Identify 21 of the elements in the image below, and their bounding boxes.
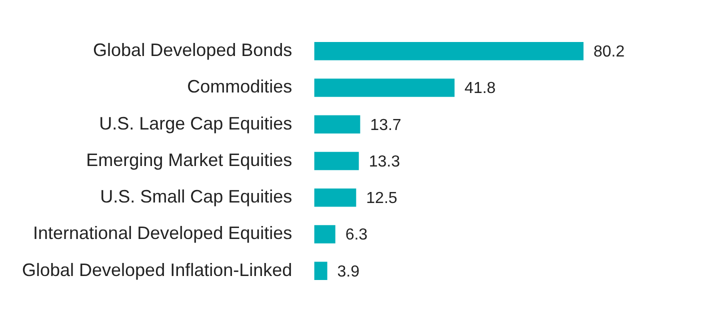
bar: [314, 225, 336, 244]
bar: [314, 115, 360, 134]
bar: [314, 188, 356, 207]
y-tick-label: Commodities: [187, 76, 292, 97]
bar: [314, 152, 359, 170]
data-label: 6.3: [345, 226, 368, 244]
y-tick-label: Global Developed Inflation-Linked: [22, 260, 292, 280]
bar: [314, 262, 328, 280]
bar: [314, 42, 584, 60]
y-tick-label: U.S. Large Cap Equities: [99, 113, 292, 134]
y-tick-label: Emerging Market Equities: [86, 150, 292, 170]
data-label: 13.7: [370, 116, 402, 134]
data-label: 13.3: [368, 153, 400, 170]
bar: [314, 78, 455, 97]
data-label: 80.2: [594, 44, 625, 61]
y-tick-label: International Developed Equities: [33, 223, 292, 244]
y-tick-label: U.S. Small Cap Equities: [100, 186, 292, 207]
data-label: 3.9: [337, 263, 360, 280]
data-label: 41.8: [464, 80, 496, 98]
y-tick-label: Global Developed Bonds: [93, 40, 292, 60]
data-label: 12.5: [366, 190, 398, 208]
